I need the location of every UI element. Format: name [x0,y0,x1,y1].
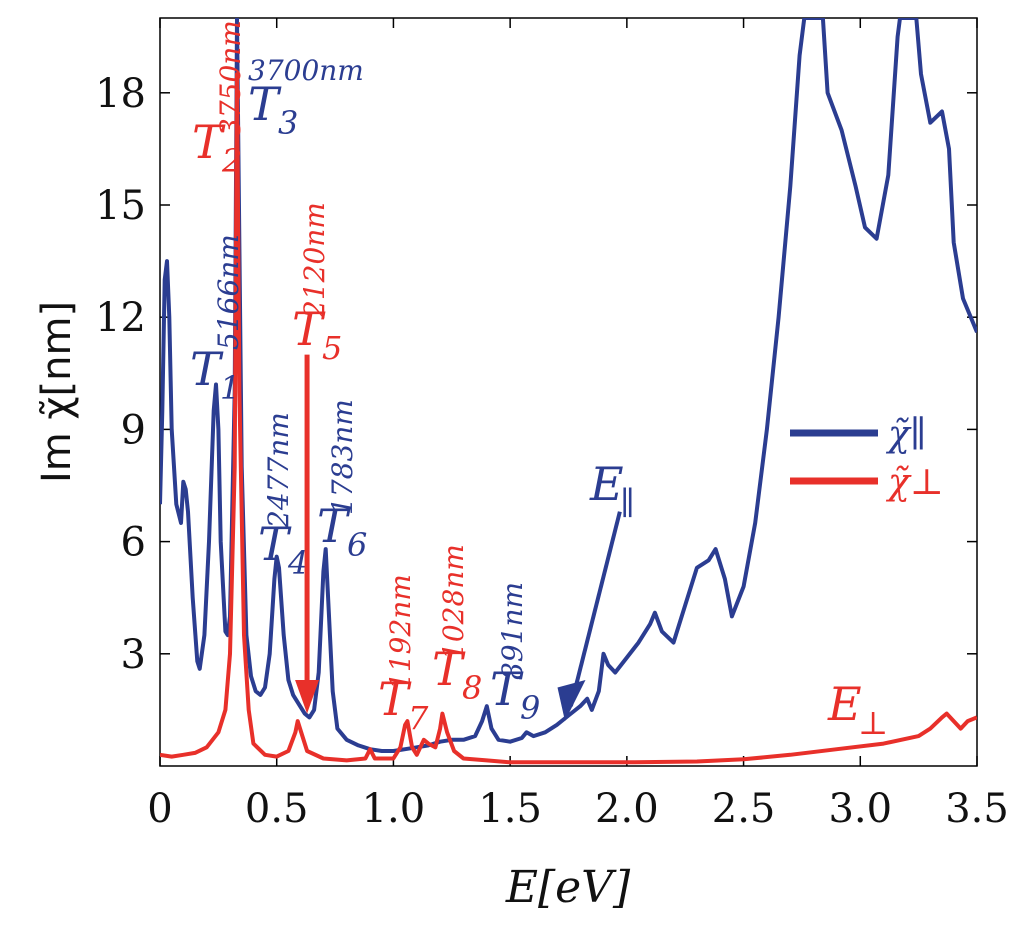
annotation-T3: T 3 3700nm [248,54,364,142]
annotation-wavelength: 3750nm [214,20,247,136]
annotation-E∥: E∥ [589,457,635,522]
annotation-T4: T 4 2477nm [258,412,308,582]
annotation-T6: T 6 1783nm [317,399,367,564]
annotation-subscript: 1 [220,369,240,407]
annotation-subscript: ∥ [620,484,635,522]
annotation-T9: T 9 891nm [490,582,540,727]
annotation-label: T [317,499,351,553]
annotation-subscript: 2 [221,142,242,180]
annotation-label: T [258,517,292,571]
annotation-wavelength: 1192nm [384,574,417,690]
annotation-E⊥: E⊥ [827,677,888,742]
annotation-wavelength: 891nm [496,582,529,680]
annotation-wavelength: 2477nm [262,412,295,529]
arrow-T5-head [295,679,320,714]
plot-area [159,17,978,767]
annotation-label: E [827,677,862,731]
annotation-label: T [190,342,224,396]
annotation-wavelength: 1028nm [437,544,470,660]
annotation-subscript: 6 [347,526,367,564]
x-tick-label: 3.0 [828,786,892,832]
annotation-label: T [432,642,466,696]
y-tick-label: 3 [121,632,146,678]
x-tick-label: 2.5 [712,786,776,832]
x-tick-label: 3.5 [945,786,1009,832]
annotation-subscript: 5 [322,329,342,367]
annotation-wavelength: 2120nm [298,202,331,319]
arrow-Epar [568,511,622,707]
annotation-subscript: 7 [408,699,429,737]
x-tick-label: 1.0 [362,786,426,832]
x-tick-label: 2.0 [595,786,659,832]
annotation-subscript: 3 [278,104,298,142]
legend: χ̃∥ χ̃⊥ [790,414,944,503]
series-line-perp [160,72,977,765]
annotation-wavelength: 1783nm [326,399,359,515]
y-tick-label: 6 [121,520,146,566]
annotation-T2: T 2 3750nm [192,20,247,180]
annotation-T7: T 7 1192nm [378,574,429,737]
annotation-label: T [292,302,326,356]
arrow-Epar-head [557,679,586,722]
x-axis-label: E[eV] [505,862,631,913]
x-tick-label: 0 [147,786,172,832]
annotation-label: T [490,662,524,716]
x-tick-label: 1.5 [478,786,542,832]
legend-label-parallel: χ̃∥ [885,414,926,455]
annotation-wavelength: 5166nm [212,234,245,350]
annotation-subscript: 8 [462,669,482,707]
annotation-label: T [248,77,282,131]
annotation-T5: T 5 2120nm [292,202,342,367]
annotation-label: E [589,457,624,511]
series-group [160,18,977,765]
y-axis-label: Im χ̃[nm] [34,301,80,483]
annotation-subscript: ⊥ [858,704,888,742]
y-tick-label: 9 [121,407,146,453]
y-tick-label: 15 [95,183,146,229]
annotation-subscript: 9 [520,689,540,727]
series-line-parallel [160,18,977,753]
y-tick-label: 18 [95,71,146,117]
legend-label-perp: χ̃⊥ [885,462,944,503]
annotation-T8: T 8 1028nm [432,544,482,707]
annotation-wavelength: 3700nm [248,54,364,87]
y-tick-label: 12 [95,295,146,341]
annotation-subscript: 4 [287,544,308,582]
annotation-label: T [378,672,412,726]
annotation-T1: T 1 5166nm [190,234,245,407]
annotation-label: T [192,115,226,169]
x-tick-label: 0.5 [245,786,309,832]
